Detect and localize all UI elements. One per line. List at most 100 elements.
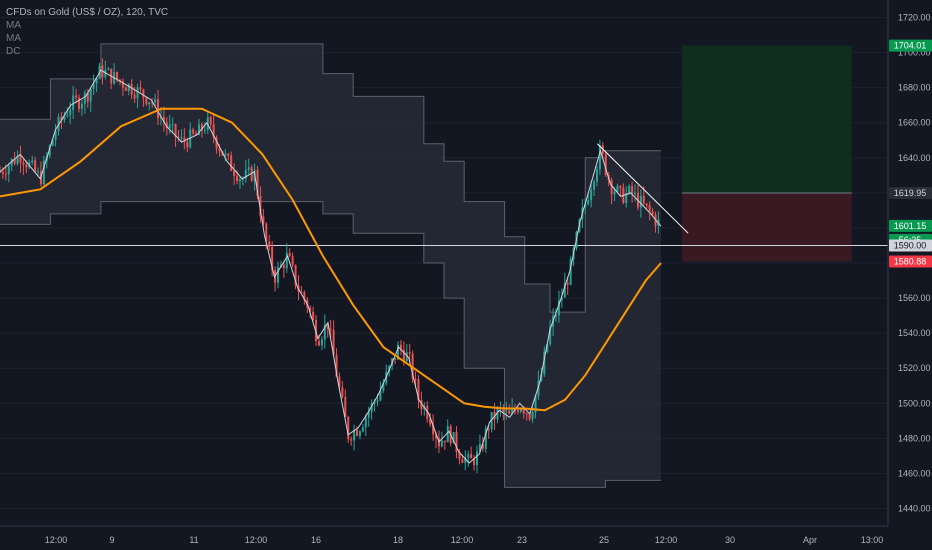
price-tag-bg (889, 219, 932, 232)
symbol-title[interactable]: CFDs on Gold (US$ / OZ), 120, TVC (6, 7, 169, 18)
candle-body (124, 87, 127, 91)
candle-body (177, 136, 180, 138)
candle-body (145, 97, 148, 105)
y-tick-label: 1460.00 (898, 468, 931, 478)
candle-body (440, 440, 443, 447)
candle-body (265, 223, 268, 242)
candle-body (639, 195, 642, 208)
candle-body (31, 160, 34, 163)
candle-body (224, 153, 227, 156)
candle-body (312, 311, 315, 320)
candle-body (361, 427, 364, 432)
candle-body (203, 129, 206, 131)
candle-body (116, 71, 119, 80)
x-tick-label: 12:00 (655, 535, 678, 545)
candle-body (25, 164, 28, 168)
y-tick-label: 1700.00 (898, 48, 931, 58)
candle-body (470, 453, 473, 459)
price-tag-label: 1704.01 (894, 41, 927, 51)
candle-body (540, 374, 543, 381)
candle-body (543, 351, 546, 375)
candle-body (259, 195, 262, 217)
candle-body (80, 103, 83, 109)
candle-body (604, 154, 607, 176)
candle-body (446, 426, 449, 443)
candle-body (341, 387, 344, 397)
candle-body (367, 412, 370, 418)
candle-body (379, 390, 382, 401)
candle-body (139, 87, 142, 90)
candle-body (209, 117, 212, 125)
candle-body (60, 116, 63, 121)
ma-slow-line (0, 107, 662, 412)
x-tick-label: 12:00 (45, 535, 68, 545)
candle-body (516, 410, 519, 412)
candle-body (335, 354, 338, 377)
candle-body (69, 109, 72, 116)
candle-body (475, 451, 478, 466)
candle-body (309, 307, 312, 312)
candle-body (373, 401, 376, 404)
candle-body (525, 413, 528, 415)
candle-body (256, 169, 259, 196)
ma-fast-legend[interactable]: MA (6, 20, 21, 31)
candle-body (16, 155, 19, 164)
dc-legend[interactable]: DC (6, 46, 21, 57)
donchian-upper (0, 43, 661, 313)
candle-body (414, 378, 417, 380)
candle-body (405, 352, 408, 362)
candle-body (238, 178, 241, 182)
candle-body (320, 339, 323, 346)
candle-body (7, 165, 10, 175)
candle-body (634, 192, 637, 195)
y-tick-label: 1560.00 (898, 293, 931, 303)
candle-body (165, 122, 168, 129)
candle-body (464, 457, 467, 463)
candle-body (508, 410, 511, 414)
candle-body (332, 330, 335, 355)
y-tick-label: 1440.00 (898, 503, 931, 513)
candle-body (625, 193, 628, 203)
candle-body (323, 324, 326, 340)
candle-body (408, 352, 411, 354)
chart-legend: CFDs on Gold (US$ / OZ), 120, TVC MA MA … (6, 6, 168, 58)
ma-slow-legend[interactable]: MA (6, 33, 21, 44)
candle-body (534, 395, 537, 413)
candle-body (107, 68, 110, 70)
candle-body (347, 416, 350, 440)
y-tick-label: 1660.00 (898, 118, 931, 128)
candle-body (595, 169, 598, 182)
x-tick-label: 30 (725, 535, 735, 545)
candle-body (610, 179, 613, 195)
candle-body (262, 216, 265, 224)
target-zone (682, 45, 852, 193)
candle-body (34, 160, 37, 172)
price-tag-label: 1580.88 (894, 256, 927, 266)
candle-body (183, 137, 186, 142)
candle-body (104, 69, 107, 78)
candle-body (531, 412, 534, 420)
candle-body (42, 160, 45, 185)
candle-body (277, 267, 280, 283)
candle-body (616, 186, 619, 192)
candle-body (642, 195, 645, 204)
candle-body (417, 379, 420, 401)
candle-body (174, 124, 177, 137)
candle-body (394, 358, 397, 360)
candle-body (569, 259, 572, 285)
price-tag-label: 1619.95 (894, 188, 927, 198)
candle-body (195, 133, 198, 135)
candle-body (429, 418, 432, 425)
x-axis-panel (0, 526, 932, 550)
candle-body (344, 396, 347, 417)
candle-body (435, 434, 438, 439)
price-tag: 1590.00 (889, 239, 932, 252)
candle-body (315, 319, 318, 342)
candle-body (218, 148, 221, 152)
x-tick-label: 18 (393, 535, 403, 545)
candle-body (557, 300, 560, 316)
y-tick-label: 1680.00 (898, 83, 931, 93)
candle-body (63, 116, 66, 121)
